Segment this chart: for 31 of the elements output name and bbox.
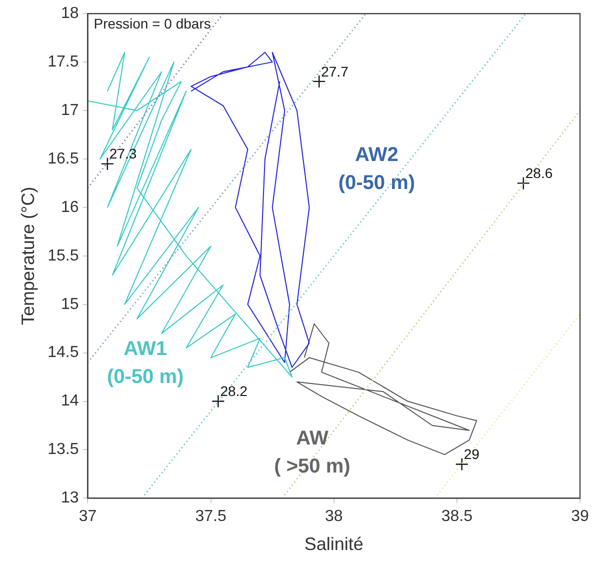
x-axis-title: Salinité	[304, 534, 364, 554]
y-axis-title: Temperature (°C)	[18, 186, 38, 326]
x-tick-label: 39	[571, 508, 589, 526]
annotation: AW1 (0-50 m)	[106, 338, 184, 388]
y-tick-label: 16	[60, 198, 79, 216]
point	[516, 176, 530, 190]
annotation: 28.2	[220, 383, 248, 400]
y-tick-label: 13	[60, 490, 79, 507]
y-tick-label: 15	[60, 296, 79, 313]
y-tick-label: 16.5	[48, 150, 79, 168]
annotation: 27.7	[321, 63, 349, 80]
annotation: AW2 (0-50 m)	[338, 144, 416, 194]
y-tick-label: 14	[60, 392, 79, 410]
x-tick-label: 37.5	[195, 508, 226, 526]
annotation: 29	[464, 446, 480, 462]
x-tick-label: 37	[78, 508, 97, 526]
x-tick-label: 38	[324, 508, 343, 526]
y-tick-label: 18	[60, 5, 79, 22]
point	[312, 74, 326, 88]
y-tick-label: 14.5	[48, 344, 79, 362]
annotation: 28.6	[525, 165, 553, 182]
point	[455, 458, 468, 471]
x-tick-label: 38.5	[441, 508, 473, 526]
y-tick-label: 15.5	[48, 247, 79, 264]
annotation: AW ( >50 m)	[274, 428, 350, 478]
y-tick-label: 13.5	[48, 441, 79, 458]
point	[100, 157, 114, 170]
point	[212, 394, 225, 408]
y-tick-label: 17.5	[48, 53, 79, 70]
y-tick-label: 17	[60, 102, 79, 119]
chart-title: Pression = 0 dbars	[94, 15, 211, 32]
